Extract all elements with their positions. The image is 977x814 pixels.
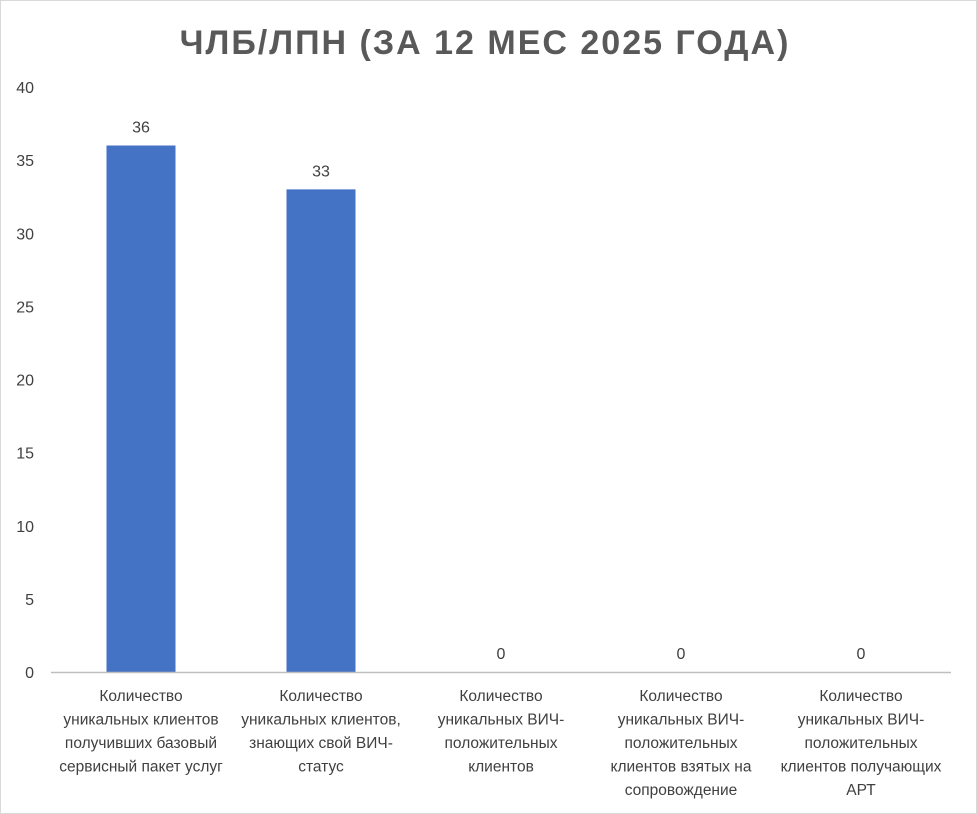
- y-tick-label: 35: [16, 153, 34, 170]
- data-label: 36: [132, 120, 150, 137]
- y-tick-label: 15: [16, 446, 34, 463]
- y-tick-label: 5: [25, 592, 34, 609]
- y-tick-label: 0: [25, 665, 34, 682]
- x-tick-label-line: АРТ: [846, 782, 876, 799]
- chart-title: ЧЛБ/ЛПН (ЗА 12 МЕС 2025 ГОДА): [180, 24, 791, 62]
- x-tick-label-line: уникальных клиентов: [63, 712, 218, 729]
- x-tick-label-line: уникальных ВИЧ-: [798, 712, 925, 729]
- x-tick-label-line: уникальных ВИЧ-: [618, 712, 745, 729]
- x-tick-label-line: получивших базовый: [65, 735, 217, 752]
- x-tick-label-line: Количество: [819, 688, 902, 705]
- x-tick-label-line: положительных: [625, 735, 738, 752]
- x-tick-label: Количество уникальных клиентов, знающих св…: [241, 688, 401, 776]
- x-tick-label: Количество уникальных ВИЧ-положительных кл…: [611, 688, 752, 799]
- x-axis-labels: Количество уникальных клиентов получивших …: [59, 688, 941, 799]
- bar: [286, 189, 356, 672]
- bar: [106, 145, 176, 672]
- y-tick-label: 40: [16, 80, 34, 97]
- y-tick-label: 10: [16, 519, 34, 536]
- x-tick-label-line: клиентов взятых на: [611, 759, 752, 776]
- x-tick-label-line: Количество: [279, 688, 362, 705]
- y-tick-label: 30: [16, 226, 34, 243]
- x-tick-label: Количество уникальных ВИЧ-положительных кл…: [438, 688, 565, 776]
- y-tick-label: 20: [16, 373, 34, 390]
- data-label: 0: [677, 646, 686, 663]
- x-tick-label: Количество уникальных ВИЧ-положительных кл…: [781, 688, 942, 799]
- data-labels: 36 33 0 0 0: [132, 120, 865, 664]
- x-tick-label-line: положительных: [805, 735, 918, 752]
- x-tick-label-line: клиентов получающих: [781, 759, 942, 776]
- x-tick-label-line: статус: [298, 759, 344, 776]
- x-tick-label-line: уникальных клиентов,: [241, 712, 401, 729]
- y-axis-ticks: 0 5 10 15 20 25 30 35 40: [16, 80, 34, 682]
- x-tick-label-line: уникальных ВИЧ-: [438, 712, 565, 729]
- x-tick-label-line: сопровождение: [625, 782, 738, 799]
- x-tick-label-line: клиентов: [468, 759, 534, 776]
- y-tick-label: 25: [16, 299, 34, 316]
- data-label: 0: [857, 646, 866, 663]
- bars: [106, 145, 356, 672]
- x-tick-label-line: положительных: [445, 735, 558, 752]
- x-tick-label-line: знающих свой ВИЧ-: [249, 735, 393, 752]
- x-tick-label-line: Количество: [99, 688, 182, 705]
- x-tick-label-line: сервисный пакет услуг: [59, 759, 223, 776]
- x-tick-label-line: Количество: [639, 688, 722, 705]
- data-label: 33: [312, 163, 330, 180]
- data-label: 0: [497, 646, 506, 663]
- x-tick-label-line: Количество: [459, 688, 542, 705]
- x-tick-label: Количество уникальных клиентов получивших …: [59, 688, 223, 776]
